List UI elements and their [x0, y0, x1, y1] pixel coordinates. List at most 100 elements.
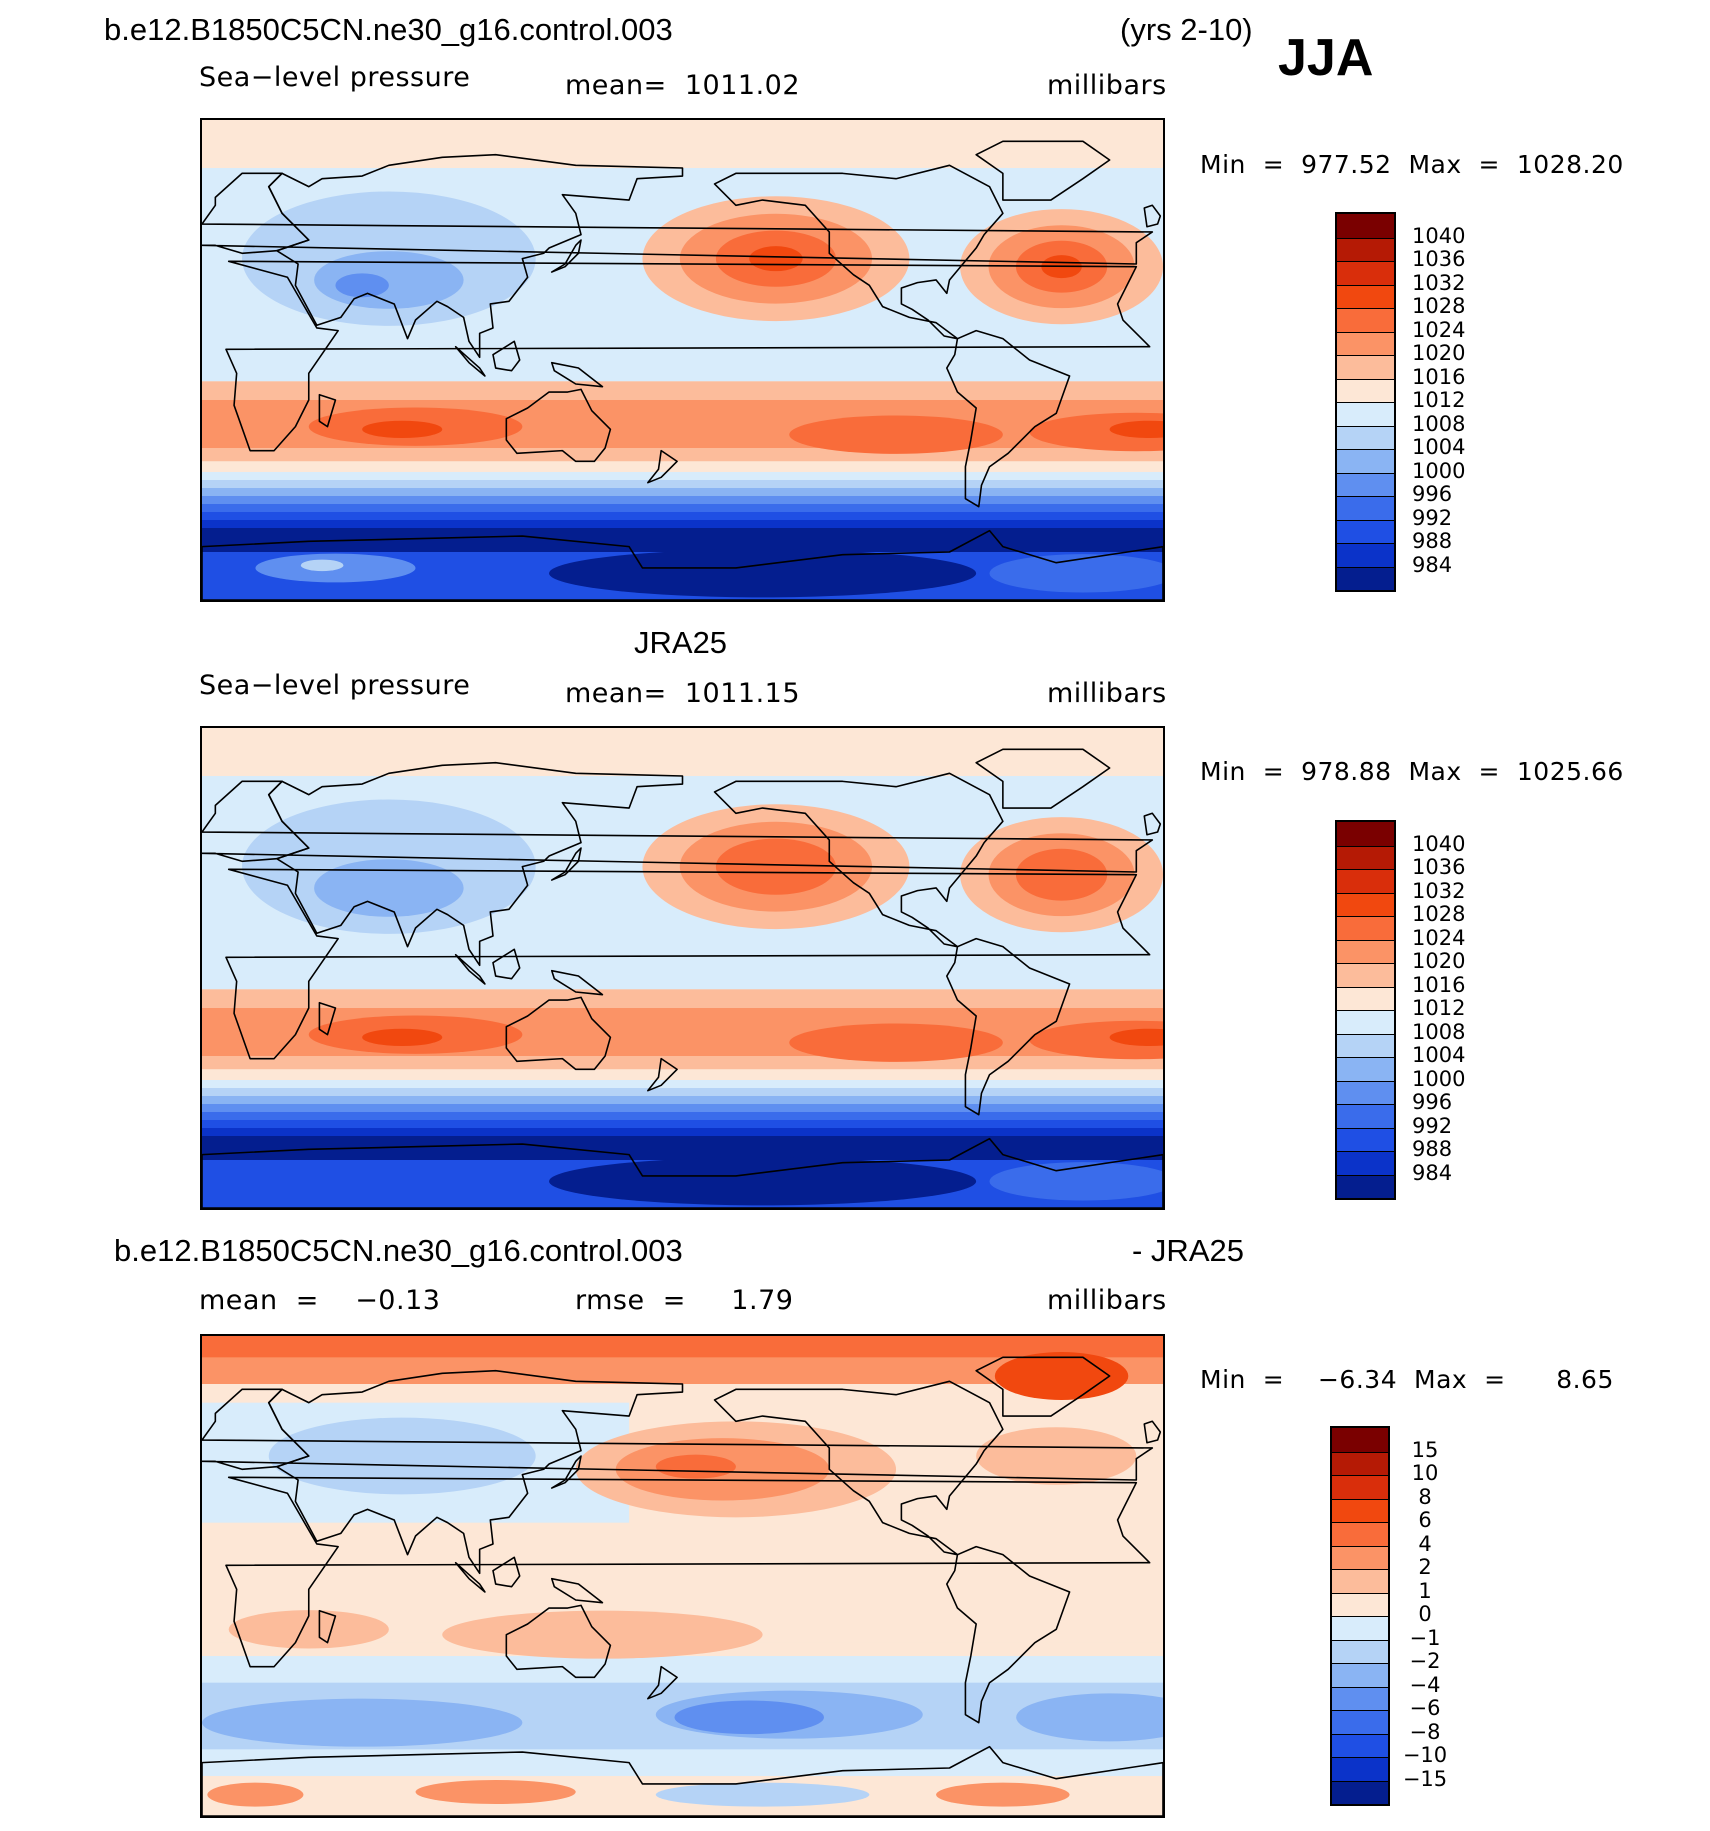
- colorbar-tick-label: 1036: [1412, 247, 1466, 271]
- colorbar-box: [1337, 566, 1394, 590]
- colorbar-box: [1332, 1451, 1388, 1475]
- colorbar-tick-label: 1016: [1412, 972, 1466, 997]
- coastline-path: [267, 761, 684, 967]
- coastline-path: [975, 748, 1111, 809]
- coastline-path: [492, 340, 521, 372]
- coastline-path: [975, 140, 1111, 201]
- colorbar-box: [1337, 845, 1394, 869]
- colorbar-box: [1337, 214, 1394, 238]
- colorbar-tick-label: −8: [1409, 1719, 1441, 1744]
- coastline-path: [713, 1380, 1004, 1556]
- panel2-subtitle-right: millibars: [1047, 678, 1167, 709]
- panel3-header-left: b.e12.B1850C5CN.ne30_g16.control.003: [114, 1233, 683, 1268]
- colorbar-box: [1337, 963, 1394, 987]
- colorbar-tick-label: 996: [1412, 482, 1453, 506]
- panel1-colorbar: [1335, 212, 1396, 592]
- coastline-path: [505, 996, 612, 1071]
- panel3-map: [200, 1334, 1165, 1818]
- colorbar-box: [1337, 237, 1394, 261]
- colorbar-tick-label: 10: [1411, 1461, 1439, 1485]
- colorbar-tick-label: 988: [1412, 1137, 1453, 1161]
- colorbar-box: [1332, 1686, 1388, 1710]
- colorbar-tick-label: 4: [1418, 1531, 1432, 1556]
- colorbar-tick-label: 996: [1412, 1090, 1453, 1114]
- colorbar-box: [1337, 1033, 1394, 1057]
- colorbar-tick-label: 1012: [1412, 996, 1466, 1020]
- panel1-header-right: (yrs 2-10): [1120, 12, 1253, 47]
- colorbar-tick-label: 984: [1412, 552, 1453, 577]
- colorbar-tick-label: 1000: [1412, 1066, 1466, 1091]
- colorbar-box: [1337, 378, 1394, 402]
- coastline-path: [550, 1577, 604, 1604]
- colorbar-box: [1337, 1127, 1394, 1151]
- colorbar-box: [1332, 1592, 1388, 1616]
- coastline-path: [647, 1057, 678, 1092]
- panel1-header-left: b.e12.B1850C5CN.ne30_g16.control.003: [104, 12, 673, 47]
- colorbar-tick-label: 992: [1412, 1113, 1453, 1138]
- coastline-path: [550, 361, 604, 388]
- colorbar-box: [1332, 1616, 1388, 1640]
- coastline-path: [1143, 1420, 1162, 1444]
- colorbar-tick-label: 15: [1411, 1437, 1439, 1462]
- panel1-min-max: Min = 977.52 Max = 1028.20: [1200, 150, 1624, 179]
- coastline-path: [202, 1137, 1163, 1208]
- coastline-path: [267, 1369, 684, 1575]
- colorbar-box: [1337, 1174, 1394, 1198]
- panel3-min-max: Min = −6.34 Max = 8.65: [1200, 1365, 1614, 1394]
- colorbar-tick-label: −15: [1402, 1766, 1448, 1791]
- colorbar-tick-label: 0: [1418, 1602, 1432, 1626]
- colorbar-box: [1337, 284, 1394, 308]
- colorbar-tick-label: 1004: [1412, 435, 1466, 459]
- colorbar-tick-label: 1028: [1412, 902, 1466, 926]
- map-canvas: [202, 120, 1163, 600]
- colorbar-tick-label: 1020: [1412, 949, 1466, 973]
- panel3-colorbar: [1330, 1426, 1390, 1806]
- colorbar-box: [1332, 1663, 1388, 1687]
- colorbar-box: [1332, 1428, 1388, 1452]
- colorbar-box: [1332, 1522, 1388, 1546]
- contour-fill: [202, 1336, 1163, 1816]
- colorbar-box: [1337, 1080, 1394, 1104]
- colorbar-tick-label: 1040: [1412, 223, 1466, 248]
- colorbar-box: [1337, 1151, 1394, 1175]
- map-canvas: [202, 1336, 1163, 1816]
- colorbar-box: [1332, 1545, 1388, 1569]
- colorbar-tick-label: 8: [1418, 1484, 1432, 1509]
- colorbar-box: [1337, 355, 1394, 379]
- panel2-map: [200, 726, 1165, 1210]
- colorbar-tick-label: −1: [1409, 1625, 1441, 1650]
- panel1-subtitle-mid: mean= 1011.02: [565, 70, 801, 101]
- panel3-subtitle-mid: rmse = 1.79: [575, 1285, 794, 1316]
- coastline-path: [454, 953, 486, 985]
- panel1-map: [200, 118, 1165, 602]
- panel2-subtitle-left: Sea−level pressure: [199, 670, 471, 701]
- coastline-path: [550, 1455, 582, 1489]
- colorbar-tick-label: 1012: [1412, 388, 1466, 412]
- coastline-path: [267, 153, 684, 359]
- colorbar-box: [1337, 449, 1394, 473]
- colorbar-box: [1337, 425, 1394, 449]
- panel2-colorbar: [1335, 820, 1396, 1200]
- colorbar-box: [1332, 1710, 1388, 1734]
- colorbar-tick-label: 1040: [1412, 831, 1466, 856]
- panel3-header-right: - JRA25: [1132, 1233, 1244, 1268]
- colorbar-tick-label: 1024: [1412, 925, 1466, 950]
- colorbar-tick-label: 1016: [1412, 364, 1466, 389]
- panel2-header: JRA25: [634, 625, 728, 660]
- coastline-path: [647, 1665, 678, 1700]
- colorbar-box: [1337, 308, 1394, 332]
- coastline-path: [550, 847, 582, 881]
- coastline-path: [202, 1745, 1163, 1816]
- colorbar-box: [1337, 261, 1394, 285]
- colorbar-box: [1332, 1780, 1388, 1804]
- coastline-path: [505, 388, 612, 463]
- colorbar-tick-label: 1004: [1412, 1043, 1466, 1067]
- coastline-path: [318, 1609, 337, 1644]
- colorbar-tick-label: 2: [1418, 1555, 1432, 1579]
- panel3-subtitle-left: mean = −0.13: [199, 1285, 441, 1316]
- colorbar-box: [1337, 1104, 1394, 1128]
- panel3-subtitle-right: millibars: [1047, 1285, 1167, 1316]
- coastline-path: [1143, 204, 1162, 228]
- coastline-path: [946, 1545, 1071, 1724]
- colorbar-box: [1337, 916, 1394, 940]
